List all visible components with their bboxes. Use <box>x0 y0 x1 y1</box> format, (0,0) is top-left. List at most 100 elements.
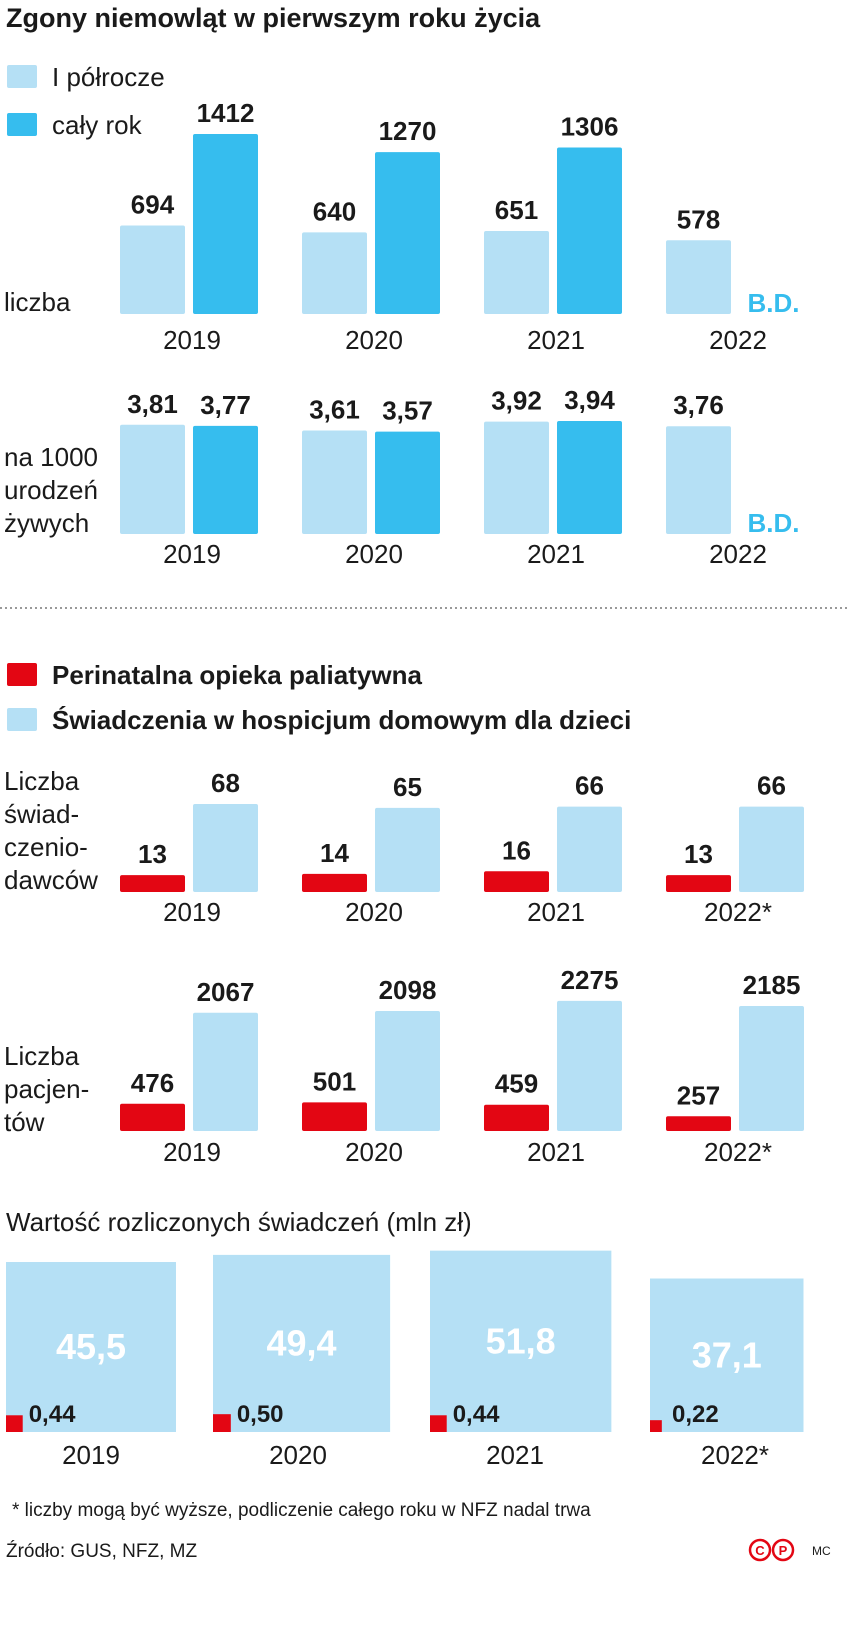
value-label: 45,5 <box>56 1326 126 1367</box>
bar <box>666 240 731 314</box>
y-axis-label: żywych <box>4 508 89 538</box>
value-label: 3,57 <box>382 396 433 426</box>
y-axis-label: pacjen- <box>4 1074 89 1104</box>
square <box>650 1420 662 1432</box>
logo-letter: C <box>755 1543 765 1558</box>
logo-circle <box>748 1538 772 1562</box>
bar <box>120 225 185 314</box>
bar <box>557 1000 622 1131</box>
x-tick-label: 2021 <box>527 1137 585 1167</box>
value-label: 3,77 <box>200 390 251 420</box>
bar <box>375 152 440 314</box>
x-tick-label: 2019 <box>163 325 221 355</box>
square <box>430 1415 447 1432</box>
square <box>213 1254 391 1432</box>
square <box>6 1415 23 1432</box>
bar <box>484 871 549 892</box>
x-tick-label: 2019 <box>62 1440 120 1470</box>
bar <box>120 875 185 892</box>
bar <box>484 421 549 534</box>
bar <box>302 232 367 314</box>
bar <box>666 1116 731 1131</box>
value-label: 51,8 <box>486 1320 556 1361</box>
value-label: 65 <box>393 772 422 802</box>
logo-circle <box>771 1538 795 1562</box>
value-label: 13 <box>138 839 167 869</box>
bar <box>557 421 622 534</box>
bar <box>120 424 185 534</box>
x-tick-label: 2022 <box>709 539 767 569</box>
square <box>650 1278 804 1432</box>
source: Źródło: GUS, NFZ, MZ <box>6 1541 197 1562</box>
x-tick-label: 2022* <box>704 897 772 927</box>
x-tick-label: 2021 <box>486 1440 544 1470</box>
x-tick-label: 2020 <box>345 325 403 355</box>
value-label: 14 <box>320 838 349 868</box>
x-tick-label: 2019 <box>163 1137 221 1167</box>
bar <box>120 1103 185 1131</box>
bar <box>739 806 804 892</box>
value-label: 3,81 <box>127 389 178 419</box>
value-label: 3,92 <box>491 386 542 416</box>
legend-swatch <box>7 663 37 686</box>
y-axis-label: świad- <box>4 799 79 829</box>
bar <box>193 425 258 534</box>
value-label: 257 <box>677 1080 720 1110</box>
value-label: 501 <box>313 1066 356 1096</box>
bar <box>484 230 549 314</box>
footnote: * liczby mogą być wyższe, podliczenie ca… <box>12 1500 591 1521</box>
bar <box>666 426 731 534</box>
square <box>213 1414 231 1432</box>
x-tick-label: 2021 <box>527 539 585 569</box>
value-label: 640 <box>313 196 356 226</box>
y-axis-label: czenio- <box>4 832 88 862</box>
value-label: 578 <box>677 204 720 234</box>
bar <box>302 1102 367 1131</box>
bar <box>375 807 440 892</box>
bar <box>375 1010 440 1131</box>
bar <box>193 804 258 892</box>
square <box>430 1250 612 1432</box>
value-label: 1412 <box>197 98 255 128</box>
value-label: 1270 <box>379 116 437 146</box>
bar <box>739 1006 804 1131</box>
value-label: 2067 <box>197 977 255 1007</box>
legend-label: Świadczenia w hospicjum domowym dla dzie… <box>52 705 631 735</box>
value-label: 2275 <box>561 965 619 995</box>
chart-title: Zgony niemowląt w pierwszym roku życia <box>6 3 541 33</box>
value-label: 49,4 <box>267 1322 337 1363</box>
value-label: 0,44 <box>29 1401 76 1428</box>
value-label: 694 <box>131 190 175 220</box>
value-label: 3,94 <box>564 385 615 415</box>
value-label: 651 <box>495 195 538 225</box>
x-tick-label: 2021 <box>527 325 585 355</box>
bar <box>193 133 258 314</box>
x-tick-label: 2022 <box>709 325 767 355</box>
legend-label: Perinatalna opieka paliatywna <box>52 660 422 690</box>
bar <box>484 1104 549 1131</box>
value-label: 2098 <box>379 975 437 1005</box>
legend-label: I półrocze <box>52 62 165 92</box>
value-label: 3,61 <box>309 395 360 425</box>
value-label: 3,76 <box>673 390 724 420</box>
value-label: 37,1 <box>692 1334 762 1375</box>
value-label: 2185 <box>743 970 801 1000</box>
y-axis-label: urodzeń <box>4 475 98 505</box>
y-axis-label: tów <box>4 1107 45 1137</box>
bar <box>302 430 367 534</box>
x-tick-label: 2019 <box>163 539 221 569</box>
x-tick-label: 2020 <box>269 1440 327 1470</box>
y-axis-label: Liczba <box>4 1041 80 1071</box>
value-label: 0,22 <box>672 1401 719 1428</box>
legend-swatch <box>7 113 37 136</box>
value-label: 66 <box>575 771 604 801</box>
x-tick-label: 2020 <box>345 1137 403 1167</box>
bar <box>557 147 622 314</box>
value-label: 0,50 <box>237 1401 284 1428</box>
value-label: 476 <box>131 1068 174 1098</box>
value-label: 68 <box>211 768 240 798</box>
chart-title: Wartość rozliczonych świadczeń (mln zł) <box>6 1207 472 1237</box>
value-label: 0,44 <box>453 1401 500 1428</box>
x-tick-label: 2020 <box>345 897 403 927</box>
